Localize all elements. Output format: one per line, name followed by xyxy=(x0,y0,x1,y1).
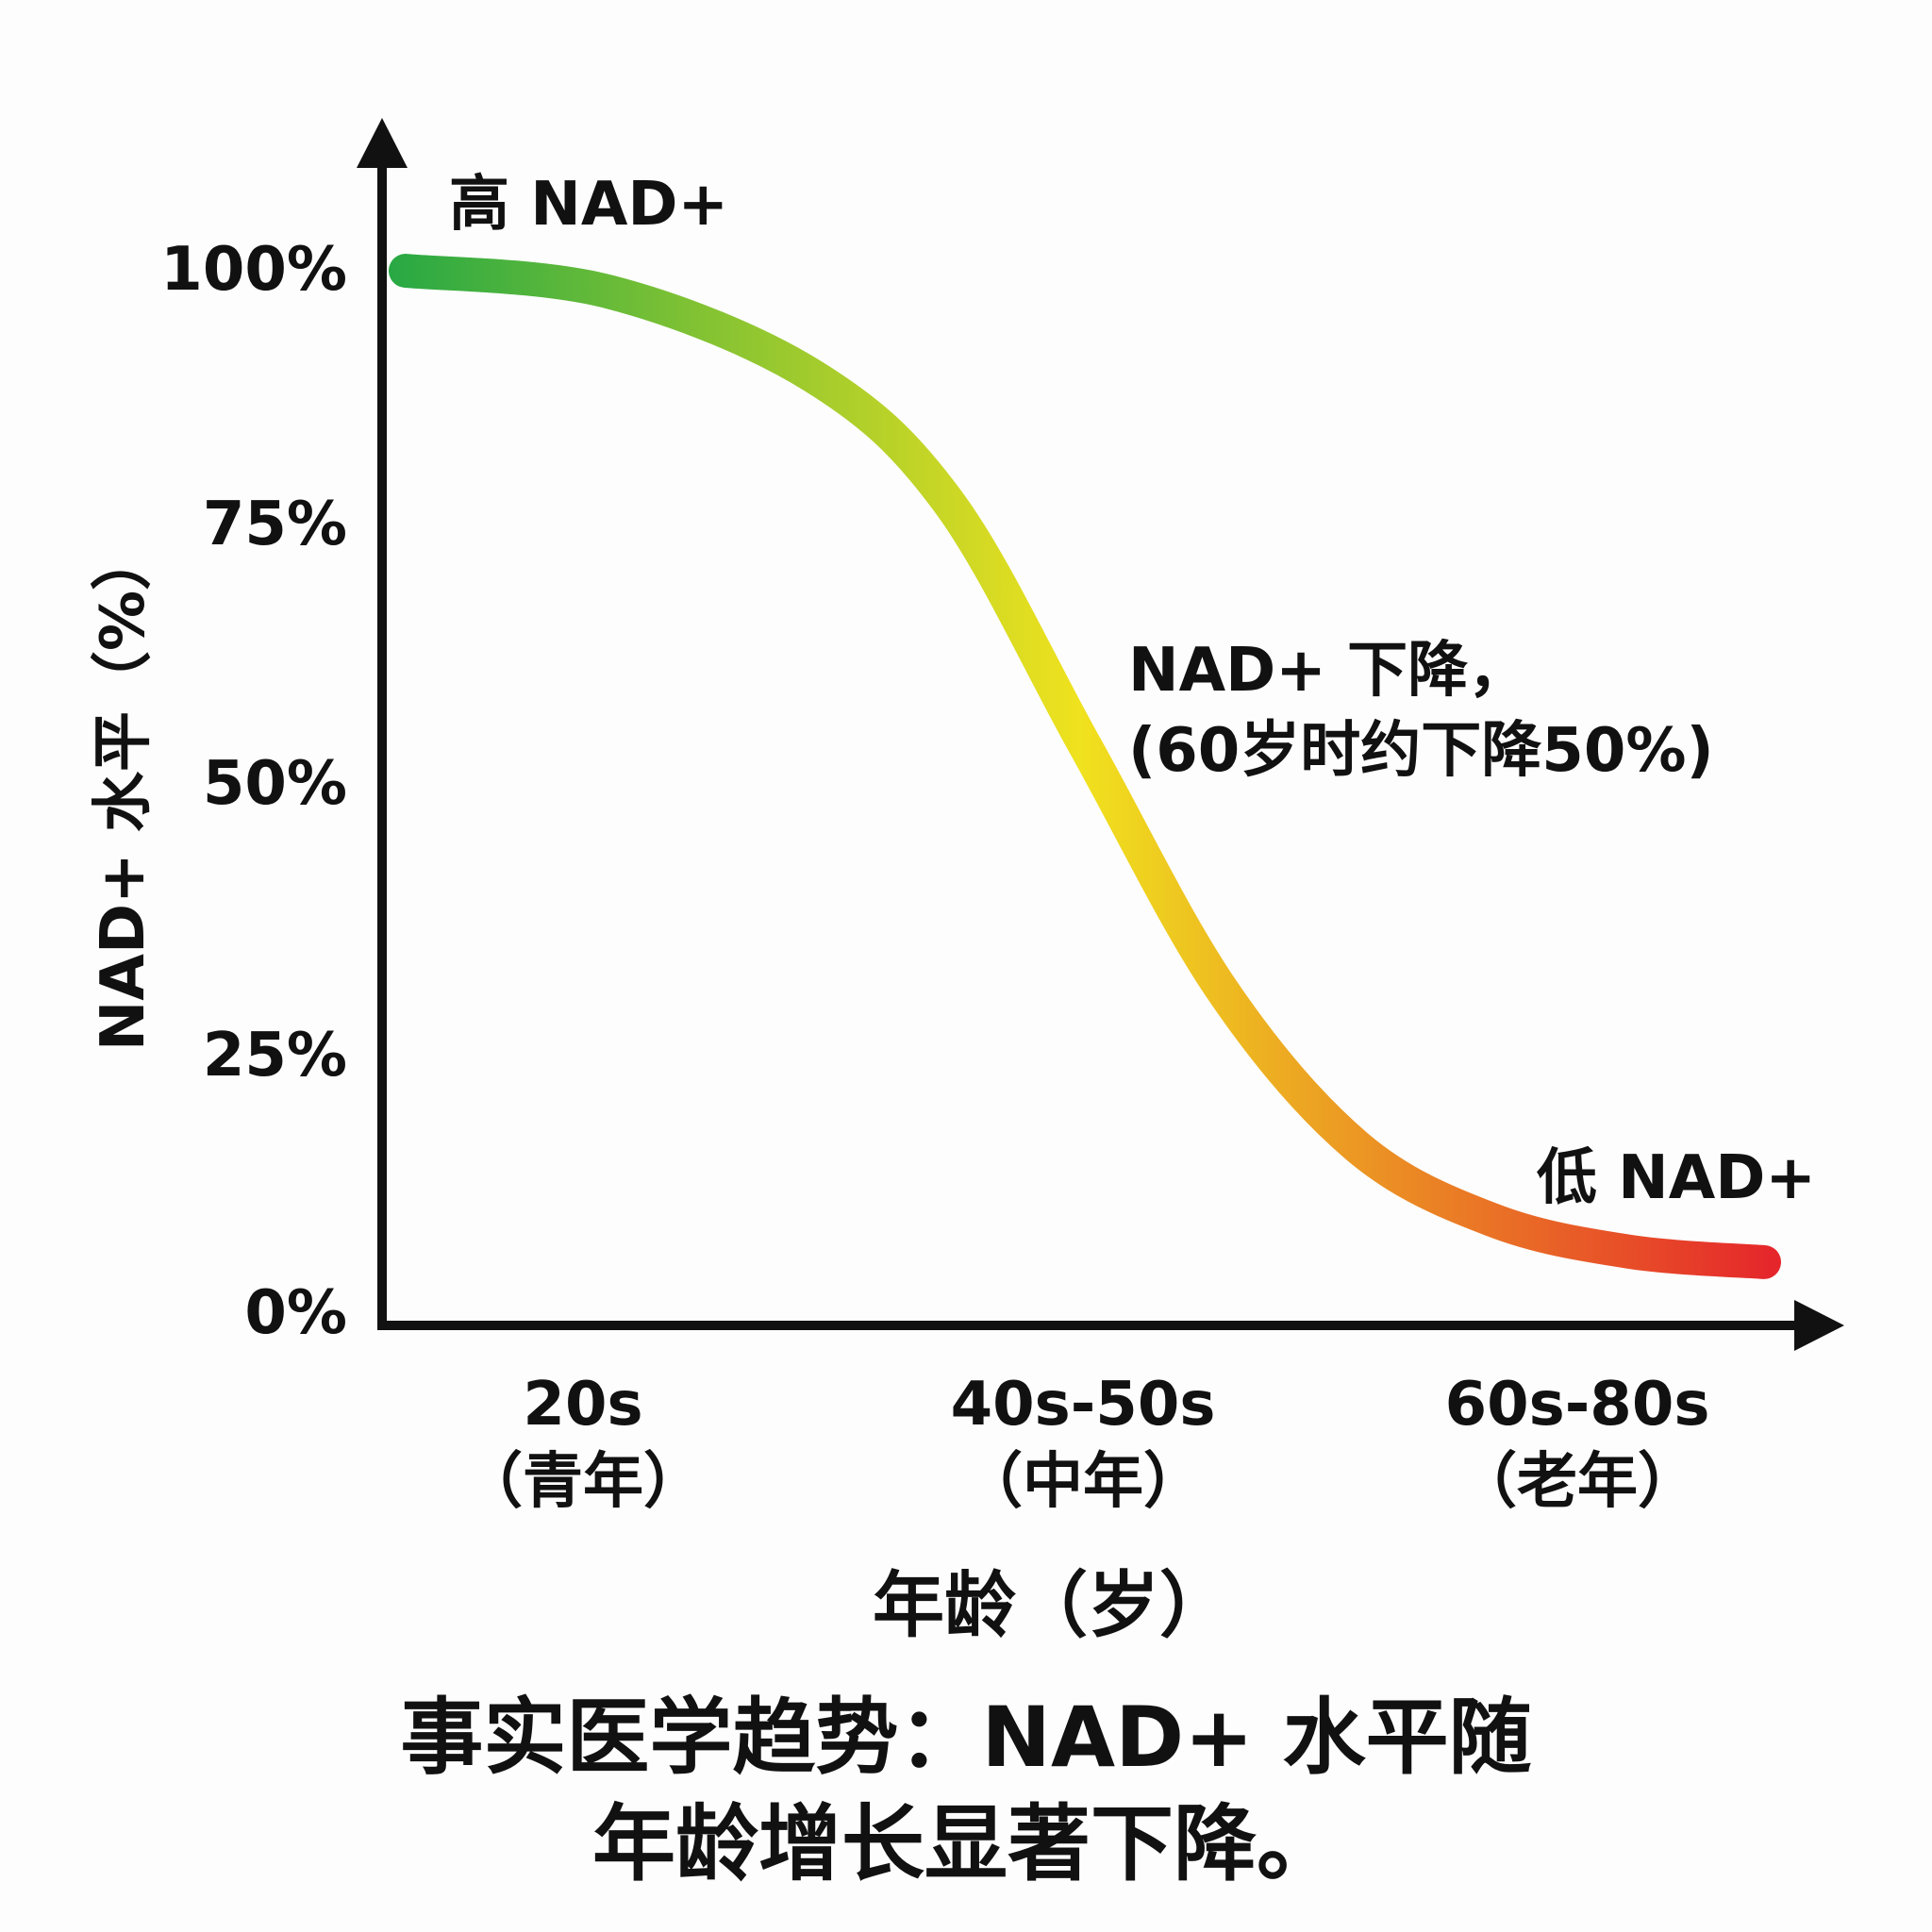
x-axis-label: 年龄（岁） xyxy=(873,1563,1231,1647)
series-line-nad xyxy=(389,254,1781,1279)
x-tick-sublabel-60s-80s: （老年） xyxy=(1457,1447,1698,1517)
x-tick-label-60s-80s: 60s-80s xyxy=(1445,1370,1710,1440)
caption-line1: 事实医学趋势：NAD+ 水平随 xyxy=(400,1689,1531,1786)
annotation-low-nad: 低 NAD+ xyxy=(1537,1143,1816,1213)
x-tick-labels: 20s （青年） 40s-50s （中年） 60s-80s （老年） xyxy=(462,1370,1709,1517)
y-tick-label-25: 25% xyxy=(203,1021,347,1091)
y-tick-label-75: 75% xyxy=(203,490,347,559)
y-tick-label-0: 0% xyxy=(244,1278,347,1348)
x-tick-sublabel-20s: （青年） xyxy=(462,1447,704,1517)
annotation-high-nad: 高 NAD+ xyxy=(449,170,728,240)
annotation-decline-line1: NAD+ 下降， xyxy=(1128,636,1528,706)
y-axis-arrow-icon xyxy=(357,118,408,168)
axes xyxy=(357,118,1844,1351)
x-tick-label-40s-50s: 40s-50s xyxy=(951,1370,1216,1440)
caption-line2: 年龄增长显著下降。 xyxy=(592,1795,1340,1892)
x-tick-label-20s: 20s xyxy=(523,1370,642,1440)
x-axis-arrow-icon xyxy=(1794,1300,1844,1351)
annotation-decline-line2: (60岁时约下降50%) xyxy=(1128,716,1714,786)
y-axis-label: NAD+ 水平（%） xyxy=(89,530,158,1051)
y-tick-labels: 100% 75% 50% 25% 0% xyxy=(160,235,347,1348)
y-tick-label-100: 100% xyxy=(160,235,347,305)
x-tick-sublabel-40s-50s: （中年） xyxy=(962,1447,1204,1517)
y-tick-label-50: 50% xyxy=(203,749,347,819)
